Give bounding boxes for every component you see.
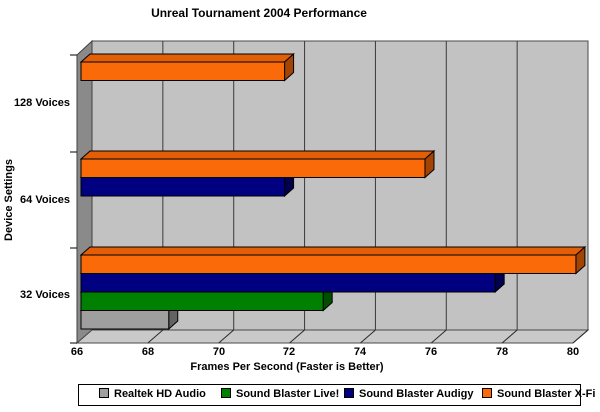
bar-32 Voices-Sound Blaster Audigy xyxy=(80,273,496,293)
category-label-128-voices: 128 Voices xyxy=(13,97,70,109)
legend-box: Realtek HD Audio Sound Blaster Live! Sou… xyxy=(78,384,595,406)
legend-label: Sound Blaster Audigy xyxy=(359,388,474,400)
legend-label: Sound Blaster Live! xyxy=(236,388,340,400)
legend-item: Sound Blaster X-Fi xyxy=(482,388,595,400)
x-tick-68: 68 xyxy=(141,346,155,358)
chart-title: Unreal Tournament 2004 Performance xyxy=(151,6,367,20)
legend-item: Realtek HD Audio xyxy=(99,388,206,400)
x-axis-title: Frames Per Second (Faster is Better) xyxy=(190,361,384,373)
x-tick-70: 70 xyxy=(212,346,226,358)
bar-32 Voices-Realtek HD Audio xyxy=(80,310,170,330)
x-tick-76: 76 xyxy=(424,346,438,358)
xfi-marker-icon xyxy=(482,388,492,398)
bar-top-face xyxy=(79,150,436,160)
x-tick-80: 80 xyxy=(566,346,580,358)
x-tick-74: 74 xyxy=(353,346,367,358)
bar-top-face xyxy=(79,246,587,256)
x-tick-78: 78 xyxy=(495,346,509,358)
x-tick-72: 72 xyxy=(282,346,296,358)
bar-128 Voices-Sound Blaster X-Fi xyxy=(80,61,286,81)
legend-label: Realtek HD Audio xyxy=(114,388,206,400)
bars-and-gridlines xyxy=(70,41,589,344)
bar-32 Voices-Sound Blaster Live! xyxy=(80,291,324,311)
bar-top-face xyxy=(79,53,295,63)
live-marker-icon xyxy=(221,388,231,398)
audigy-marker-icon xyxy=(344,388,354,398)
category-label-64-voices: 64 Voices xyxy=(20,194,70,206)
bar-64 Voices-Sound Blaster Audigy xyxy=(80,177,286,197)
legend-label: Sound Blaster X-Fi xyxy=(497,388,596,400)
x-tick-66: 66 xyxy=(70,346,84,358)
chart-floor xyxy=(75,329,590,344)
legend-item: Sound Blaster Live! xyxy=(221,388,339,400)
bar-64 Voices-Sound Blaster X-Fi xyxy=(80,158,426,178)
bar-32 Voices-Sound Blaster X-Fi xyxy=(80,254,577,274)
legend-item: Sound Blaster Audigy xyxy=(344,388,474,400)
realtek-marker-icon xyxy=(99,388,109,398)
category-label-32-voices: 32 Voices xyxy=(20,289,70,301)
